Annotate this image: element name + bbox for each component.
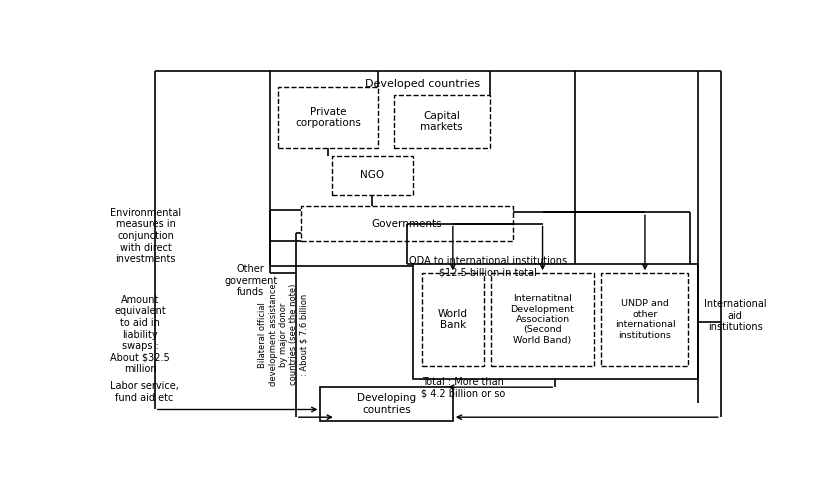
Bar (321, 387, 453, 421)
Text: Private
corporations: Private corporations (295, 107, 361, 129)
Text: Amount
equivalent
to aid in
liability
swaps :
About $32.5
million: Amount equivalent to aid in liability sw… (110, 295, 170, 374)
Text: Labor service,
fund aid etc: Labor service, fund aid etc (110, 381, 179, 403)
Text: Environmental
measures in
conjunction
with direct
investments: Environmental measures in conjunction wi… (110, 208, 182, 264)
Bar (413, 264, 698, 380)
Text: Developing
countries: Developing countries (357, 393, 416, 415)
Text: ODA to international institutions
$12.5 billion in total: ODA to international institutions $12.5 … (409, 256, 567, 278)
Text: Bilateral official
development assistance
by major donor
countries (see the note: Bilateral official development assistanc… (258, 284, 309, 386)
Bar (602, 273, 689, 366)
Bar (332, 156, 413, 195)
Text: World
Bank: World Bank (438, 309, 468, 330)
Bar (492, 273, 593, 366)
Text: UNDP and
other
international
institutions: UNDP and other international institution… (615, 300, 675, 339)
Text: Governments: Governments (372, 218, 442, 228)
Text: NGO: NGO (360, 170, 385, 180)
Text: Developed countries: Developed countries (365, 79, 480, 89)
Text: International
aid
institutions: International aid institutions (704, 299, 766, 332)
Bar (278, 87, 378, 148)
Text: Other
goverment
funds: Other goverment funds (224, 264, 277, 297)
Bar (270, 72, 575, 265)
Bar (394, 95, 490, 148)
Text: Internatitnal
Development
Association
(Second
World Band): Internatitnal Development Association (S… (510, 294, 575, 345)
Text: Total : More than
$ 4.2 billion or so: Total : More than $ 4.2 billion or so (421, 377, 505, 399)
Text: Capital
markets: Capital markets (420, 111, 463, 132)
Bar (301, 206, 513, 241)
Bar (422, 273, 483, 366)
